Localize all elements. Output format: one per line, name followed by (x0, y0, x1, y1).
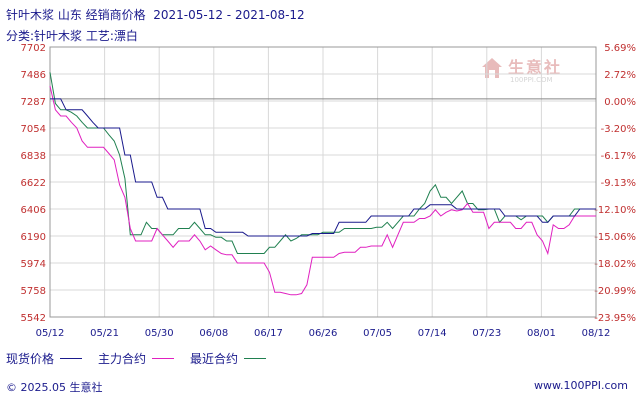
y-tick-label: 6838 (21, 151, 46, 162)
x-tick-label: 05/12 (36, 328, 65, 339)
legend: 现货价格 主力合约 最近合约 (6, 350, 276, 367)
x-tick-label: 08/12 (582, 328, 611, 339)
footer-site-link[interactable]: www.100PPI.com (534, 379, 628, 392)
legend-label-spot: 现货价格 (6, 352, 55, 366)
chart-title: 针叶木浆 山东 经销商价格 2021-05-12 - 2021-08-12 (6, 8, 305, 22)
x-tick-label: 07/05 (363, 328, 392, 339)
x-tick-label: 05/21 (90, 328, 119, 339)
x-tick-label: 05/30 (145, 328, 174, 339)
legend-line-main (152, 358, 175, 359)
y2-tick-label: -9.13% (601, 178, 636, 189)
chart-subtitle: 分类:针叶木浆 工艺:漂白 (6, 29, 138, 43)
watermark-brand: 生意社 (508, 58, 563, 77)
y2-tick-label: -12.10% (594, 205, 636, 216)
legend-line-spot (60, 358, 83, 359)
plot-frame (49, 46, 597, 318)
y-tick-label: 5974 (21, 259, 46, 270)
y2-tick-label: 5.69% (604, 43, 636, 54)
y-tick-label: 7287 (21, 97, 46, 108)
y-tick-label: 6622 (21, 178, 46, 189)
series-line (49, 85, 596, 296)
legend-line-recent (244, 358, 267, 359)
series-line (50, 98, 596, 237)
x-tick-label: 07/14 (418, 328, 447, 339)
x-tick-label: 06/26 (309, 328, 338, 339)
y2-tick-label: -20.99% (594, 286, 636, 297)
y-tick-label: 6406 (21, 205, 46, 216)
x-tick-label: 06/08 (199, 328, 228, 339)
y2-tick-label: 0.00% (604, 97, 636, 108)
legend-label-main: 主力合约 (98, 352, 147, 366)
x-tick-label: 07/23 (472, 328, 501, 339)
y-tick-label: 6190 (21, 232, 46, 243)
watermark-url: 100PPI.COM (510, 76, 553, 84)
y2-tick-label: -18.02% (594, 259, 636, 270)
y2-tick-label: -23.95% (594, 313, 636, 324)
x-tick-label: 06/17 (254, 328, 283, 339)
legend-label-recent: 最近合约 (190, 352, 239, 366)
y-tick-label: 7486 (21, 70, 46, 81)
y-tick-label: 7054 (21, 124, 46, 135)
y-tick-label: 7702 (21, 43, 46, 54)
y2-tick-label: -6.17% (601, 151, 636, 162)
y2-tick-label: -15.06% (594, 232, 636, 243)
y-tick-label: 5758 (21, 286, 46, 297)
y-tick-label: 5542 (21, 313, 46, 324)
footer-copyright: © 2025.05 生意社 (6, 381, 103, 394)
x-tick-label: 08/01 (527, 328, 556, 339)
y2-tick-label: 2.72% (604, 70, 636, 81)
y2-tick-label: -3.20% (601, 124, 636, 135)
